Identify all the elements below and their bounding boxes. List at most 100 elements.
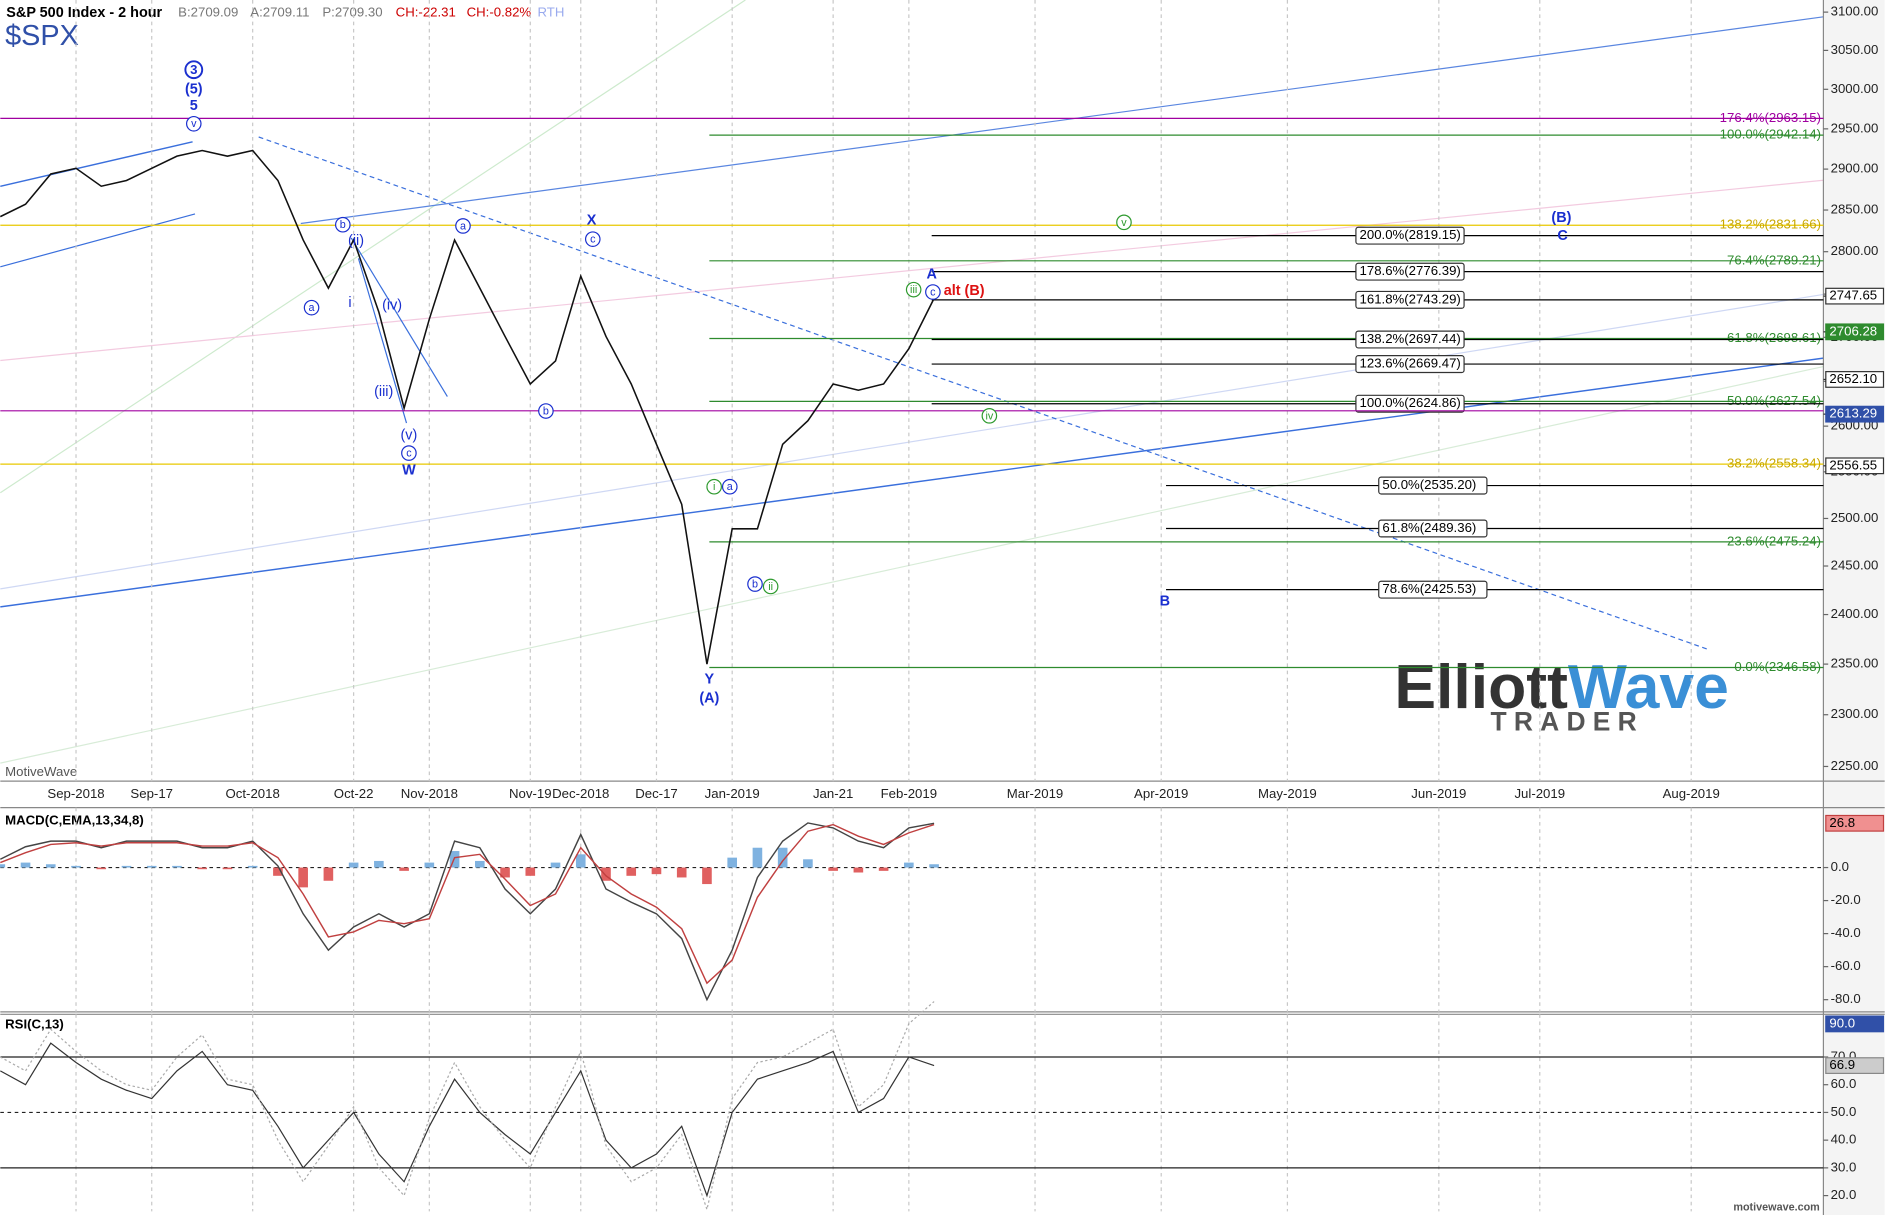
y-tick-label: -60.0 — [1831, 958, 1861, 973]
level-label: 23.6%(2475.24) — [1727, 533, 1821, 548]
wave-label: W — [402, 462, 416, 478]
x-tick-label: Sep-17 — [130, 786, 173, 801]
histogram-bar — [752, 847, 763, 868]
level-label-box — [1378, 580, 1488, 599]
x-tick-label: Mar-2019 — [1007, 786, 1064, 801]
y-tick-label: -80.0 — [1831, 991, 1861, 1006]
panel-title: MACD(C,EMA,13,34,8) — [5, 812, 144, 827]
level-label: 50.0%(2627.54) — [1727, 393, 1821, 408]
logo-text: Wave — [1568, 652, 1729, 722]
wave-circle — [185, 115, 202, 132]
wave-label: c — [406, 448, 412, 460]
wave-label: c — [590, 234, 596, 246]
y-tick-label: 2250.00 — [1831, 758, 1879, 773]
histogram-bar — [20, 862, 31, 868]
level-label-box — [1355, 262, 1465, 281]
histogram-bar — [475, 860, 485, 868]
level-label: 78.6%(2425.53) — [1382, 581, 1476, 596]
histogram-bar — [197, 867, 208, 870]
last-value-box — [1825, 814, 1885, 832]
footer: motivewave.com — [1733, 1202, 1819, 1214]
change: CH:-22.31 — [396, 5, 456, 20]
wave-label: X — [587, 212, 597, 228]
wave-circle — [762, 578, 779, 595]
histogram-bar — [929, 864, 939, 868]
y-tick-label: 3050.00 — [1831, 42, 1879, 57]
x-tick-label: Nov-19 — [509, 786, 552, 801]
y-tick-label: 2300.00 — [1831, 706, 1879, 721]
change: CH:-0.82% — [467, 5, 532, 20]
wave-label: alt (B) — [944, 283, 985, 299]
level-label: 123.6%(2669.47) — [1360, 356, 1461, 371]
quote: P:2709.30 — [322, 5, 382, 20]
x-tick-label: Jan-2019 — [705, 786, 760, 801]
histogram-bar — [424, 862, 435, 868]
trendline — [357, 258, 408, 424]
price-label-box — [1825, 323, 1885, 341]
watermark: MotiveWave — [5, 764, 77, 779]
x-tick-label: Dec-17 — [635, 786, 678, 801]
y-tick-label: 2800.00 — [1831, 243, 1879, 258]
price-label: 2556.55 — [1829, 457, 1877, 472]
chart-title: S&P 500 Index - 2 hour — [6, 5, 162, 21]
last-value: 66.9 — [1829, 1057, 1855, 1072]
symbol: $SPX — [5, 20, 79, 52]
wave-label: b — [340, 219, 346, 231]
wave-circle — [455, 218, 471, 234]
y-tick-label: 2350.00 — [1831, 656, 1879, 671]
wave-label: (v) — [401, 427, 418, 443]
x-tick-label: Aug-2019 — [1663, 786, 1720, 801]
wave-label: 3 — [190, 62, 197, 77]
histogram-bar — [323, 867, 334, 881]
wave-label: a — [309, 302, 315, 314]
wave-circle — [184, 60, 204, 80]
y-tick-label: 3000.00 — [1831, 81, 1879, 96]
price-label-box — [1825, 287, 1885, 305]
quote: B:2709.09 — [178, 5, 238, 20]
histogram-bar — [45, 864, 56, 868]
histogram-bar — [0, 864, 6, 868]
panel-title: RSI(C,13) — [5, 1017, 64, 1032]
y-tick-label: 2950.00 — [1831, 120, 1879, 135]
histogram-bar — [676, 867, 687, 878]
y-tick-label: -40.0 — [1831, 925, 1861, 940]
price-label: 2706.28 — [1829, 323, 1877, 338]
wave-label: (iv) — [382, 298, 402, 314]
price-label-box — [1825, 405, 1885, 423]
wave-circle — [925, 284, 941, 300]
price-label: 2652.10 — [1829, 371, 1877, 386]
trendlines — [0, 0, 1824, 764]
trendline — [0, 213, 196, 268]
wave-circle — [747, 576, 763, 592]
wave-circle — [303, 299, 320, 316]
x-tick-label: Sep-2018 — [47, 786, 104, 801]
wave-circle — [981, 408, 998, 424]
histogram-bar — [601, 867, 611, 881]
histogram-bar — [121, 865, 132, 868]
histogram-bar — [727, 857, 737, 868]
histogram-bar — [247, 865, 258, 868]
trendline — [0, 365, 1824, 764]
y-tick-label: 2850.00 — [1831, 202, 1879, 217]
x-tick-label: Jan-21 — [813, 786, 853, 801]
wave-circle — [584, 231, 601, 247]
histogram-bar — [575, 854, 586, 868]
level-label-box — [1355, 226, 1465, 245]
histogram-bar — [298, 867, 308, 888]
level-label-box — [1355, 355, 1465, 374]
wave-circle — [401, 445, 417, 461]
histogram-bar — [96, 867, 107, 870]
x-tick-label: Feb-2019 — [881, 786, 938, 801]
wave-label: i — [348, 295, 351, 311]
wave-label: iv — [985, 410, 993, 422]
y-tick-label: 30.0 — [1831, 1159, 1857, 1174]
level-label: 178.6%(2776.39) — [1360, 263, 1461, 278]
last-value-box — [1825, 1057, 1885, 1074]
wave-label: (5) — [185, 81, 203, 97]
wave-label: i — [713, 481, 715, 493]
session: RTH — [538, 5, 565, 20]
histogram-bar — [550, 862, 561, 868]
